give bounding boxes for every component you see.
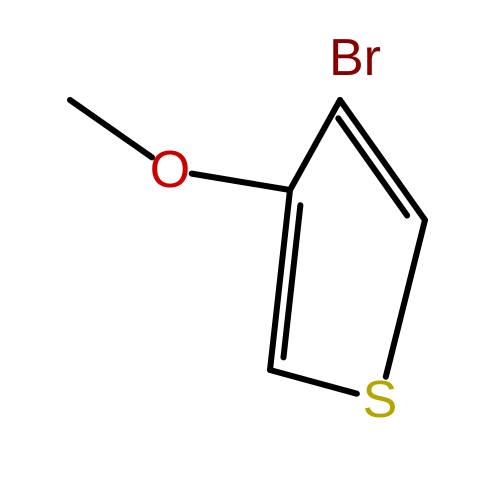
bond-layer: [0, 0, 500, 500]
molecule-canvas: O Br S: [0, 0, 500, 500]
atom-o: O: [150, 144, 190, 196]
atom-s: S: [363, 374, 398, 426]
atom-br: Br: [329, 32, 381, 84]
